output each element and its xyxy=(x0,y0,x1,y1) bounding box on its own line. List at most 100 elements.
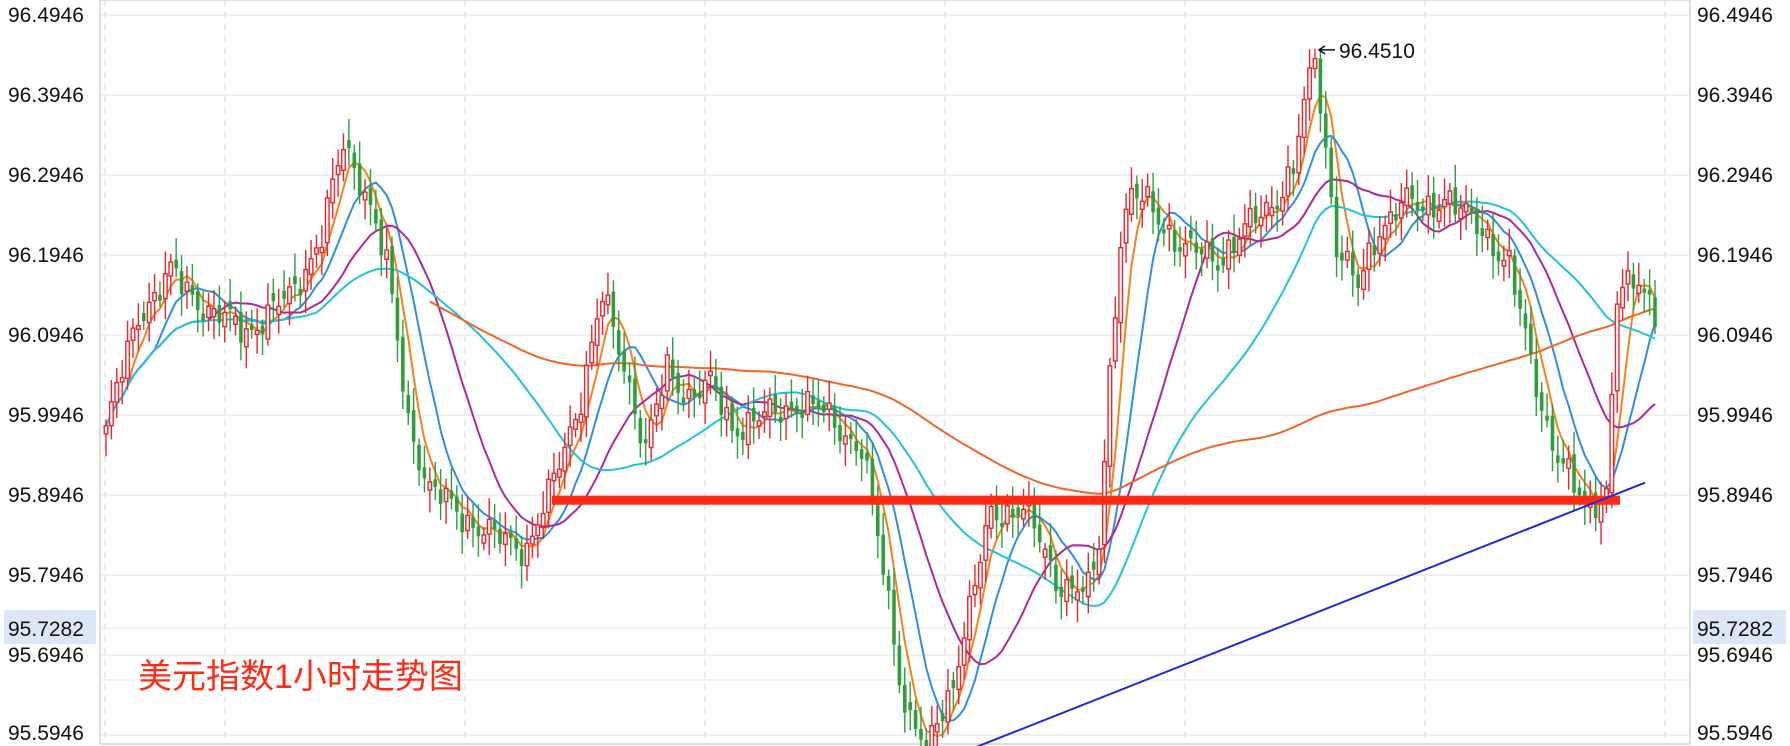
candle-body-down xyxy=(438,489,443,504)
candle-body-up xyxy=(303,268,309,292)
candle-body-up xyxy=(443,487,449,503)
candle-body-down xyxy=(174,259,178,269)
candle-body-down xyxy=(838,424,842,442)
candle-body-up xyxy=(1312,57,1318,70)
candle-body-down xyxy=(179,271,184,295)
candle-body-down xyxy=(886,575,891,591)
candle-body-up xyxy=(659,394,665,410)
candle-body-up xyxy=(540,512,546,527)
candle-body-up xyxy=(573,418,579,430)
candle-body-down xyxy=(1291,168,1296,174)
candle-body-down xyxy=(854,441,858,452)
candle-body-down xyxy=(1647,289,1652,295)
candle-body-down xyxy=(1356,274,1360,289)
candle-body-down xyxy=(379,219,384,256)
candle-body-up xyxy=(1096,548,1102,576)
candle-body-up xyxy=(1625,270,1631,285)
y-tick-label-right: 95.6946 xyxy=(1697,644,1773,667)
candle-body-up xyxy=(130,327,136,341)
plot-frame xyxy=(99,0,1691,745)
candle-body-up xyxy=(600,300,606,317)
candle-body-up xyxy=(1442,198,1447,208)
annotations: 96.451095.5530 xyxy=(552,40,1646,746)
candle-body-down xyxy=(859,448,864,459)
candle-body-up xyxy=(276,305,282,316)
candle-body-down xyxy=(622,350,626,372)
candle-body-down xyxy=(271,293,276,302)
candle-body-up xyxy=(708,370,713,377)
candle-body-up xyxy=(1382,224,1388,240)
candle-body-up xyxy=(222,311,228,328)
candle-body-down xyxy=(1534,359,1539,398)
candle-body-up xyxy=(1436,209,1442,222)
candle-body-up xyxy=(1112,317,1118,362)
candle-body-up xyxy=(1247,207,1253,228)
high-arrow-icon xyxy=(1317,45,1335,55)
candle-body-up xyxy=(427,481,433,491)
candle-body-down xyxy=(141,313,146,322)
candle-body-up xyxy=(1636,284,1642,295)
candle-body-up xyxy=(583,364,589,418)
candle-body-down xyxy=(1410,185,1414,199)
y-tick-label-right: 95.9946 xyxy=(1697,404,1773,427)
candle-body-up xyxy=(152,292,158,302)
candle-body-down xyxy=(1394,214,1398,221)
candle-body-down xyxy=(816,400,821,408)
candle-body-up xyxy=(1118,246,1124,324)
candle-body-up xyxy=(465,514,471,532)
candle-body-up xyxy=(945,690,951,723)
candle-body-down xyxy=(1350,252,1355,276)
candle-body-up xyxy=(1425,195,1431,216)
candle-body-down xyxy=(352,152,357,169)
candle-body-down xyxy=(357,163,362,196)
candle-body-down xyxy=(1210,238,1215,262)
candle-body-down xyxy=(1529,323,1533,355)
candle-body-up xyxy=(486,518,492,535)
axes: 96.4946 96.4946 96.3946 96.3946 96.2946 96.29… xyxy=(4,4,1786,745)
candle-body-down xyxy=(228,301,232,310)
trend-line xyxy=(976,481,1646,746)
candle-body-up xyxy=(1501,259,1507,267)
candle-body-down xyxy=(1232,236,1236,253)
candle-body-down xyxy=(865,452,869,461)
y-tick-label-left: 95.5946 xyxy=(8,722,84,745)
candle-body-up xyxy=(1463,203,1469,213)
y-tick-label-left: 96.3946 xyxy=(8,84,84,107)
candle-body-up xyxy=(1139,200,1145,211)
candle-body-up xyxy=(988,505,994,529)
candle-body-down xyxy=(751,408,756,422)
candle-body-down xyxy=(1221,257,1226,266)
candle-body-down xyxy=(1156,207,1161,225)
candle-body-down xyxy=(1016,507,1020,516)
candle-body-down xyxy=(940,713,945,722)
candle-body-up xyxy=(1075,591,1080,601)
candles xyxy=(103,49,1657,746)
candle-body-up xyxy=(686,388,692,400)
candle-body-down xyxy=(994,504,999,521)
candle-body-up xyxy=(1447,190,1453,205)
candle-body-down xyxy=(919,729,923,740)
candle-body-up xyxy=(1123,208,1129,244)
candle-body-down xyxy=(390,246,394,294)
candle-body-down xyxy=(638,418,643,444)
candle-body-down xyxy=(1631,274,1636,289)
candle-body-up xyxy=(1296,135,1302,174)
candle-body-up xyxy=(1285,166,1291,197)
candle-body-down xyxy=(800,410,805,419)
candle-body-down xyxy=(195,291,200,311)
candle-body-down xyxy=(1496,251,1501,262)
candle-body-up xyxy=(1085,571,1091,598)
y-tick-label-right: 95.5946 xyxy=(1697,722,1773,745)
candle-body-up xyxy=(805,390,811,416)
candle-body-down xyxy=(773,394,778,413)
candle-body-up xyxy=(724,406,730,421)
candle-body-down xyxy=(789,401,794,410)
candle-body-up xyxy=(594,318,600,346)
candle-body-down xyxy=(676,372,680,393)
candle-body-down xyxy=(1491,234,1495,257)
y-tick-label-left: 95.6946 xyxy=(8,644,84,667)
candle-body-down xyxy=(1475,208,1479,235)
candle-body-up xyxy=(314,247,319,255)
candle-body-down xyxy=(1556,455,1560,463)
candle-body-down xyxy=(849,433,853,439)
